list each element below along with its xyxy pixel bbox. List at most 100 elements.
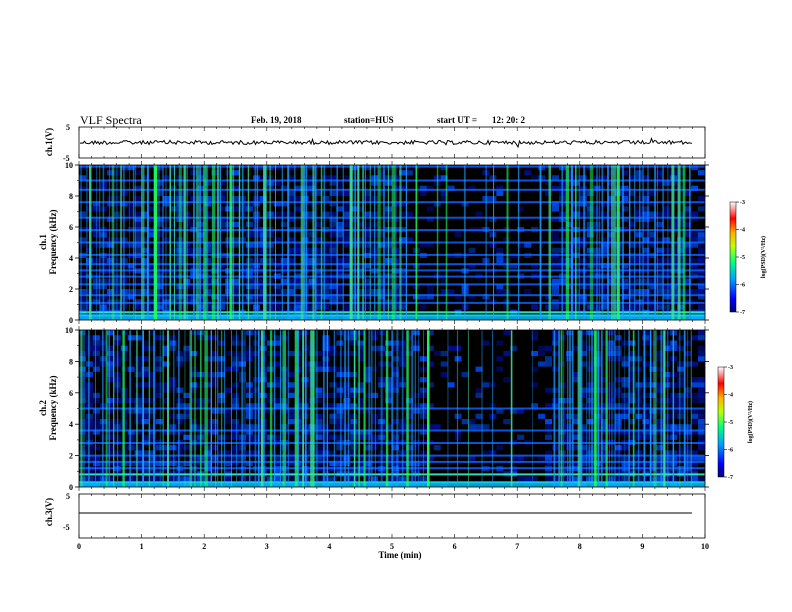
spectrogram-cell [691,242,699,248]
spectrogram-cell [343,237,351,243]
spectrogram-cell [586,408,594,414]
spectrogram-cell [273,263,281,269]
spectrogram-cell [364,429,372,435]
spectrogram-cell [315,221,323,227]
ch1-colorbar-ticks: -3-4-5-6-7 [736,200,745,316]
sferic-streak [275,165,276,320]
spectrogram-cell [169,340,177,346]
spectrogram-cell [656,445,664,451]
spectrogram-cell [336,258,344,264]
spectrogram-cell [600,419,608,425]
spectrogram-cell [92,476,100,482]
spectrogram-cell [698,242,705,248]
spectrogram-cell [357,289,365,295]
chart-title: VLF Spectra [80,113,142,127]
spectrogram-cell [357,221,365,227]
spectrogram-cell [141,460,149,466]
spectrogram-cell [538,361,546,367]
spectrogram-cell [141,356,149,362]
spectrogram-cell [642,424,650,430]
spectrogram-cell [600,201,608,207]
spectrogram-cell [663,237,671,243]
spectrogram-cell [691,232,699,238]
sferic-streak [364,165,366,320]
spectrogram-cell [392,460,399,466]
sferic-streak [135,165,136,320]
spectrogram-cell [531,175,539,181]
sferic-streak [683,330,686,487]
spectrogram-cell [106,237,114,243]
spectrogram-cell [322,196,330,202]
spectrogram-cell [357,242,365,248]
spectrogram-cell [364,232,372,238]
spectrogram-cell [245,247,253,253]
spectrogram-cell [684,211,692,217]
frequency-tick-label: 8 [69,192,73,201]
sferic-streak [254,165,257,320]
sferic-streak [89,165,92,320]
sferic-streak [667,330,669,487]
spectrogram-cell [656,476,664,482]
spectrogram-cell [273,211,281,217]
spectrogram-cell [378,283,386,289]
spectrogram-cell [593,366,601,372]
spectrogram-cell [517,408,525,414]
spectrogram-cell [92,335,100,341]
spectrogram-cell [663,330,671,336]
spectrogram-cell [225,413,233,419]
sferic-streak [609,330,610,487]
spectrogram-cell [127,434,135,440]
spectrogram-cell [148,371,156,378]
spectrogram-cell [642,294,650,300]
ch1-waveform-ylabel: ch.1(V) [44,128,54,156]
spectrogram-cell [127,476,135,482]
spectrogram-cell [614,424,622,430]
spectrogram-cell [392,445,399,451]
spectrogram-cell [642,206,650,212]
spectrogram-cell [496,185,504,191]
sferic-streak [374,165,376,320]
spectrogram-cell [329,283,337,289]
spectrogram-cell [385,361,392,367]
sferic-streak [580,330,583,487]
spectrogram-cell [218,304,226,310]
ch2-channel-label: ch.2 [38,400,48,416]
spectrogram-cell [586,429,594,435]
spectrogram-cell [684,289,692,295]
spectrogram-cell [572,419,580,425]
spectrogram-cell [155,392,163,398]
spectrogram-cell [308,283,316,289]
spectrogram-cell [169,278,177,284]
spectrogram-cell [614,445,622,451]
sferic-streak [206,165,209,320]
spectrogram-cell [586,460,594,466]
colorbar-tick-label: -6 [740,283,745,289]
spectrogram-cell [218,221,226,227]
spectrogram-cell [225,206,233,212]
spectrogram-cell [350,283,358,289]
sferic-streak [204,330,208,487]
spectrogram-cell [649,392,657,398]
spectrogram-cell [287,382,295,388]
spectrogram-cell [364,460,372,466]
spectrogram-cell [141,258,149,264]
spectrogram-cell [475,392,483,398]
start-ut-value: 12: 20: 2 [492,115,525,125]
spectrogram-cell [593,382,601,388]
spectrogram-cell [545,460,552,466]
sferic-streak [312,165,315,320]
spectrogram-cell [287,278,295,284]
sferic-streak [558,330,560,487]
spectrogram-cell [635,196,643,202]
spectrogram-cell [322,361,330,367]
sferic-streak [493,165,495,320]
sferic-streak [310,330,314,487]
spectrogram-cell [225,221,233,227]
spectrogram-cell [524,476,532,482]
spectrogram-cell [552,206,559,212]
sferic-streak [601,165,604,320]
spectrogram-cell [322,455,330,461]
spectrogram-cell [148,206,156,212]
sferic-streak [647,165,649,320]
